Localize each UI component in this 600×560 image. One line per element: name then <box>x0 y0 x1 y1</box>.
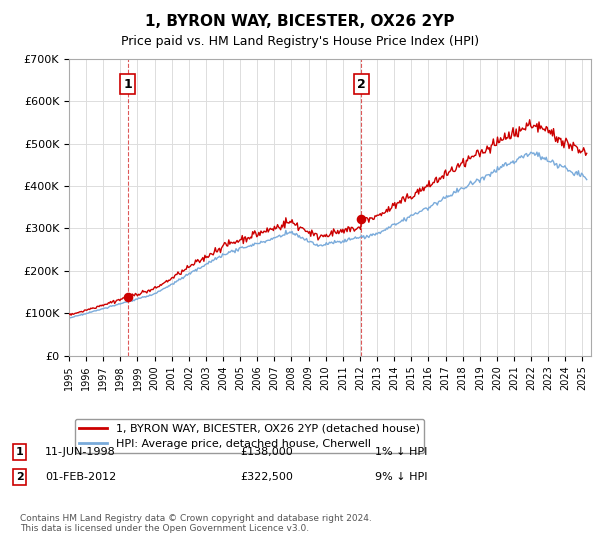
Text: 2: 2 <box>16 472 23 482</box>
Point <box>356 214 366 223</box>
Point <box>123 293 133 302</box>
Text: 1: 1 <box>124 77 132 91</box>
Text: 1% ↓ HPI: 1% ↓ HPI <box>375 447 427 457</box>
Text: £138,000: £138,000 <box>240 447 293 457</box>
Text: 01-FEB-2012: 01-FEB-2012 <box>45 472 116 482</box>
Legend: 1, BYRON WAY, BICESTER, OX26 2YP (detached house), HPI: Average price, detached : 1, BYRON WAY, BICESTER, OX26 2YP (detach… <box>74 419 424 454</box>
Text: 1, BYRON WAY, BICESTER, OX26 2YP: 1, BYRON WAY, BICESTER, OX26 2YP <box>145 14 455 29</box>
Text: Price paid vs. HM Land Registry's House Price Index (HPI): Price paid vs. HM Land Registry's House … <box>121 35 479 48</box>
Text: 9% ↓ HPI: 9% ↓ HPI <box>375 472 427 482</box>
Text: 1: 1 <box>16 447 23 457</box>
Text: 11-JUN-1998: 11-JUN-1998 <box>45 447 116 457</box>
Text: Contains HM Land Registry data © Crown copyright and database right 2024.
This d: Contains HM Land Registry data © Crown c… <box>20 514 371 533</box>
Text: 2: 2 <box>357 77 365 91</box>
Text: £322,500: £322,500 <box>240 472 293 482</box>
